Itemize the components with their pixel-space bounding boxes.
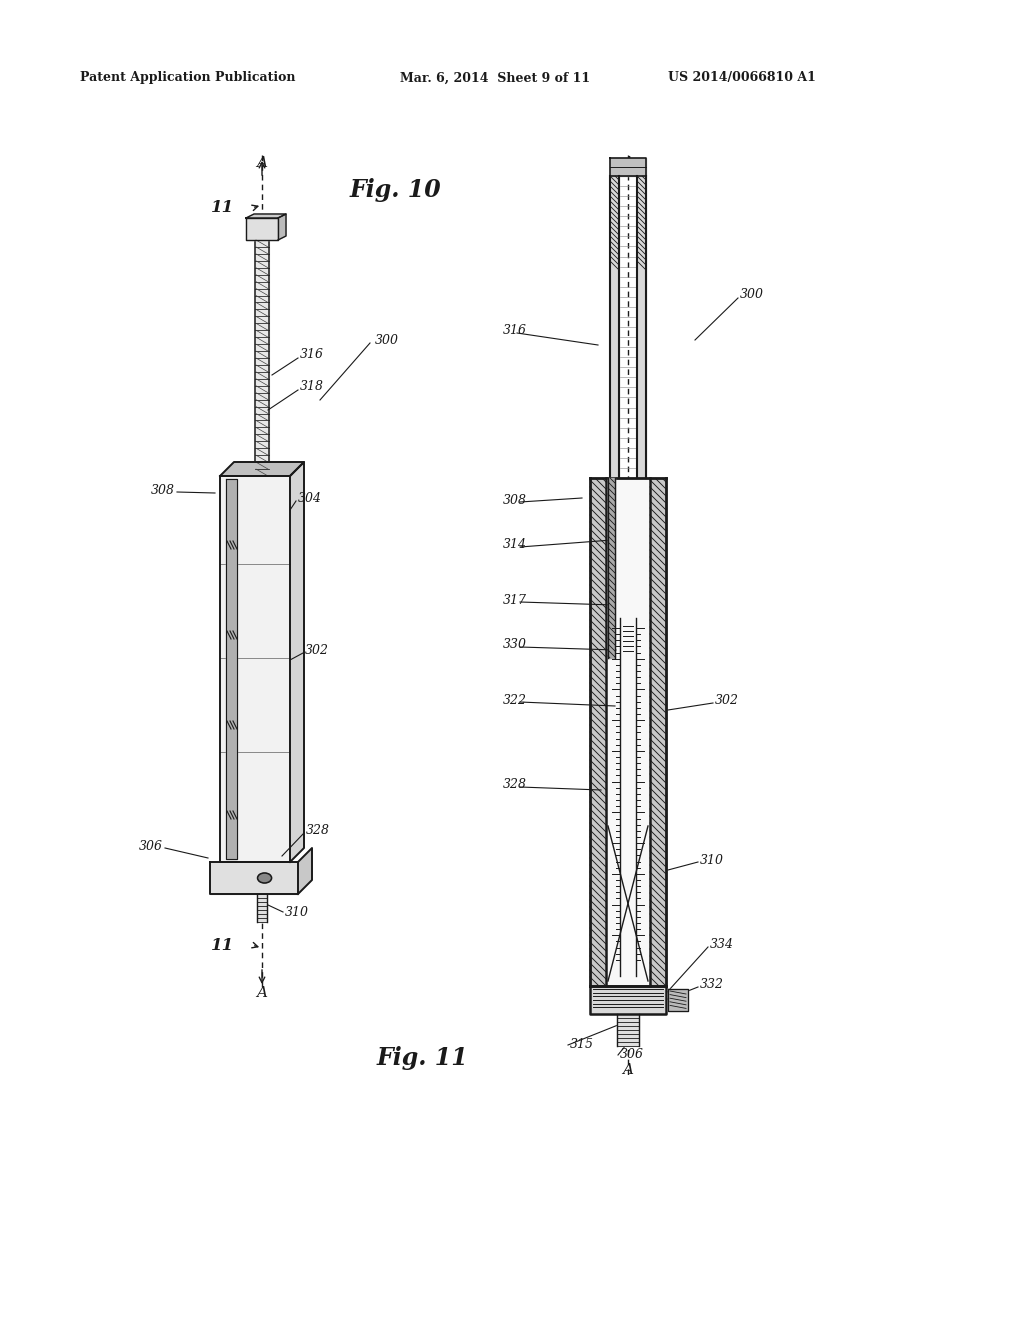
Polygon shape (668, 989, 688, 1011)
Polygon shape (255, 240, 269, 477)
Text: 328: 328 (503, 779, 527, 792)
Text: 306: 306 (620, 1048, 644, 1061)
Text: 302: 302 (715, 693, 739, 706)
Text: 310: 310 (285, 906, 309, 919)
Polygon shape (617, 1014, 639, 1045)
Polygon shape (637, 176, 646, 478)
Text: 304: 304 (298, 491, 322, 504)
Ellipse shape (258, 873, 271, 883)
Text: 315: 315 (570, 1039, 594, 1052)
Text: 300: 300 (375, 334, 399, 346)
Text: 11: 11 (211, 936, 234, 953)
Text: 330: 330 (503, 639, 527, 652)
Polygon shape (246, 218, 278, 240)
Text: US 2014/0066810 A1: US 2014/0066810 A1 (668, 71, 816, 84)
Text: 328: 328 (306, 824, 330, 837)
Text: 322: 322 (503, 693, 527, 706)
Polygon shape (220, 462, 304, 477)
Polygon shape (610, 176, 618, 478)
Polygon shape (257, 894, 267, 921)
Polygon shape (610, 158, 646, 176)
Polygon shape (290, 462, 304, 862)
Text: Fig. 10: Fig. 10 (349, 178, 441, 202)
Text: 300: 300 (740, 289, 764, 301)
Polygon shape (220, 477, 290, 862)
Polygon shape (226, 479, 237, 859)
Text: 308: 308 (151, 483, 175, 496)
Polygon shape (608, 478, 615, 657)
Text: A: A (256, 986, 267, 1001)
Text: Patent Application Publication: Patent Application Publication (80, 71, 296, 84)
Polygon shape (278, 214, 286, 240)
Polygon shape (590, 986, 666, 1014)
Polygon shape (650, 478, 666, 986)
Text: 11: 11 (211, 199, 234, 216)
Text: 310: 310 (700, 854, 724, 866)
Text: A: A (623, 156, 634, 170)
Polygon shape (246, 214, 286, 218)
Text: 308: 308 (503, 494, 527, 507)
Text: 306: 306 (139, 840, 163, 853)
Polygon shape (210, 862, 298, 894)
Text: 302: 302 (305, 644, 329, 656)
Text: A: A (623, 1063, 634, 1077)
Text: A: A (256, 156, 267, 170)
Text: 317: 317 (503, 594, 527, 606)
Text: 334: 334 (710, 939, 734, 952)
Text: Fig. 11: Fig. 11 (376, 1045, 468, 1071)
Text: 316: 316 (300, 347, 324, 360)
Text: 318: 318 (300, 380, 324, 392)
Polygon shape (606, 478, 650, 986)
Polygon shape (590, 478, 606, 986)
Text: 314: 314 (503, 539, 527, 552)
Polygon shape (298, 847, 312, 894)
Text: 332: 332 (700, 978, 724, 991)
Text: Mar. 6, 2014  Sheet 9 of 11: Mar. 6, 2014 Sheet 9 of 11 (400, 71, 590, 84)
Text: 316: 316 (503, 323, 527, 337)
